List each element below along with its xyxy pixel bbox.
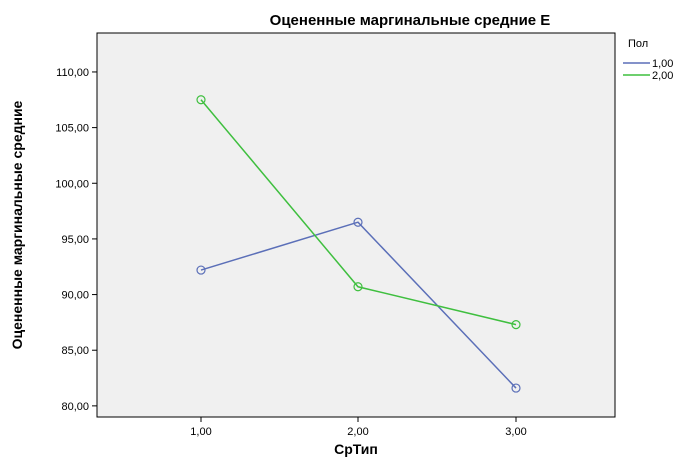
series-2-point <box>353 282 363 292</box>
series-1-point <box>353 217 363 227</box>
x-axis-title: СрТип <box>334 441 378 457</box>
legend-title: Пол <box>628 38 648 50</box>
x-tick-label: 1,00 <box>190 426 211 438</box>
plot-area <box>96 32 616 418</box>
series-line-2 <box>200 99 517 326</box>
y-tick-label: 100,00 <box>55 178 89 190</box>
legend-label-2: 2,00 <box>652 70 673 82</box>
y-axis: 80,00 85,00 90,00 95,00 100,00 105,00 110,00 <box>55 67 97 413</box>
x-tick-label: 2,00 <box>347 426 368 438</box>
y-axis-title: Оцененные маргинальные средние <box>9 100 25 349</box>
chart-title: Оцененные маргинальные средние E <box>270 12 551 29</box>
series-2-point <box>196 95 206 105</box>
legend: Пол 1,002,00 <box>623 38 673 82</box>
x-axis: 1,00 2,00 3,00 <box>190 417 527 438</box>
series-layer <box>196 95 521 393</box>
y-tick-label: 80,00 <box>61 401 89 413</box>
legend-label-1: 1,00 <box>652 58 673 70</box>
series-1-point <box>511 383 521 393</box>
y-tick-label: 110,00 <box>56 67 89 79</box>
y-tick-label: 95,00 <box>61 234 89 246</box>
y-tick-label: 85,00 <box>61 345 89 357</box>
series-line-1 <box>200 221 517 389</box>
y-tick-label: 105,00 <box>55 123 89 135</box>
legend-items: 1,002,00 <box>623 58 673 82</box>
series-2-point <box>511 320 521 330</box>
x-tick-label: 3,00 <box>505 426 526 438</box>
series-1-point <box>196 265 206 275</box>
y-tick-label: 90,00 <box>61 290 89 302</box>
